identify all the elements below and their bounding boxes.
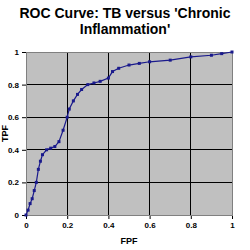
roc-point [33, 189, 36, 192]
x-tick: 0.6 [145, 215, 157, 230]
y-tick-label: 1 [15, 48, 20, 57]
roc-point [107, 77, 110, 80]
x-tick-label: 0 [24, 221, 29, 230]
y-tick-mark [22, 52, 26, 53]
roc-point [68, 108, 71, 111]
grid-line-y [26, 117, 232, 118]
roc-point [80, 88, 83, 91]
y-tick: 0.2 [8, 178, 26, 187]
grid-line-y [26, 149, 232, 150]
roc-point [210, 54, 213, 57]
roc-point [138, 62, 141, 65]
plot-background [26, 52, 232, 215]
roc-point [72, 99, 75, 102]
roc-point [35, 181, 38, 184]
roc-point [49, 147, 52, 150]
y-tick-label: 0.4 [8, 146, 20, 155]
roc-point [31, 197, 34, 200]
x-tick: 0.2 [62, 215, 74, 230]
x-tick-mark [191, 215, 192, 219]
x-tick-label: 0.4 [103, 221, 115, 230]
roc-point [220, 52, 223, 55]
roc-point [57, 140, 60, 143]
x-tick-label: 1 [230, 221, 235, 230]
y-tick-label: 0.6 [8, 113, 20, 122]
y-axis: 0 0.2 0.4 0.6 0.8 1 [8, 48, 27, 220]
grid-line-x [67, 52, 68, 215]
grid-line-y [26, 182, 232, 183]
y-tick: 1 [15, 48, 26, 57]
x-tick-mark [232, 215, 233, 219]
series [25, 51, 234, 217]
y-axis-title: TPF [0, 124, 10, 142]
y-tick-label: 0.8 [8, 81, 20, 90]
grid-line-y [26, 84, 232, 85]
x-axis: 0 0.2 0.4 0.6 0.8 1 [24, 215, 235, 230]
roc-point [111, 70, 114, 73]
x-axis-line [27, 216, 233, 220]
x-tick-label: 0.2 [62, 221, 74, 230]
plot: 0 0.2 0.4 0.6 0.8 1 0 0.2 0.4 0.6 0.8 1 [8, 48, 235, 230]
x-axis-title: FPF [121, 236, 139, 246]
grid-line-x [190, 52, 191, 215]
y-tick-mark [22, 150, 26, 151]
y-tick-mark [22, 117, 26, 118]
y-tick-mark [22, 85, 26, 86]
x-tick: 0.8 [186, 215, 198, 230]
roc-point [25, 214, 28, 217]
title: ROC Curve: TB versus 'ChronicInflammatio… [19, 5, 230, 37]
x-tick: 1 [230, 215, 235, 230]
plot-frame [26, 52, 232, 215]
roc-point [86, 83, 89, 86]
roc-point [169, 59, 172, 62]
roc-point [92, 81, 95, 84]
roc-point [117, 67, 120, 70]
roc-point [148, 60, 151, 63]
roc-point [76, 93, 79, 96]
roc-point [45, 148, 48, 151]
y-tick: 0.8 [8, 81, 26, 90]
roc-point [62, 129, 65, 132]
roc-point [231, 51, 234, 54]
x-tick-label: 0.6 [145, 221, 157, 230]
roc-point [128, 64, 131, 67]
roc-point [189, 55, 192, 58]
y-tick-mark [22, 182, 26, 183]
roc-point [66, 116, 69, 119]
y-tick-label: 0.2 [8, 178, 20, 187]
roc-point [29, 202, 32, 205]
y-tick: 0.6 [8, 113, 26, 122]
y-tick: 0 [15, 211, 26, 220]
roc-point [39, 160, 42, 163]
x-tick-mark [108, 215, 109, 219]
roc-point [53, 145, 56, 148]
y-tick-label: 0 [15, 211, 20, 220]
x-tick: 0.4 [103, 215, 115, 230]
chart: ROC Curve: TB versus 'ChronicInflammatio… [0, 0, 250, 250]
roc-point [41, 153, 44, 156]
x-tick-mark [67, 215, 68, 219]
roc-line [26, 52, 232, 215]
roc-point [99, 80, 102, 83]
x-tick-mark [150, 215, 151, 219]
x-tick-label: 0.8 [186, 221, 198, 230]
roc-point [27, 209, 30, 212]
y-tick: 0.4 [8, 146, 26, 155]
roc-point [37, 168, 40, 171]
x-tick: 0 [24, 215, 29, 230]
grid-line-x [149, 52, 150, 215]
